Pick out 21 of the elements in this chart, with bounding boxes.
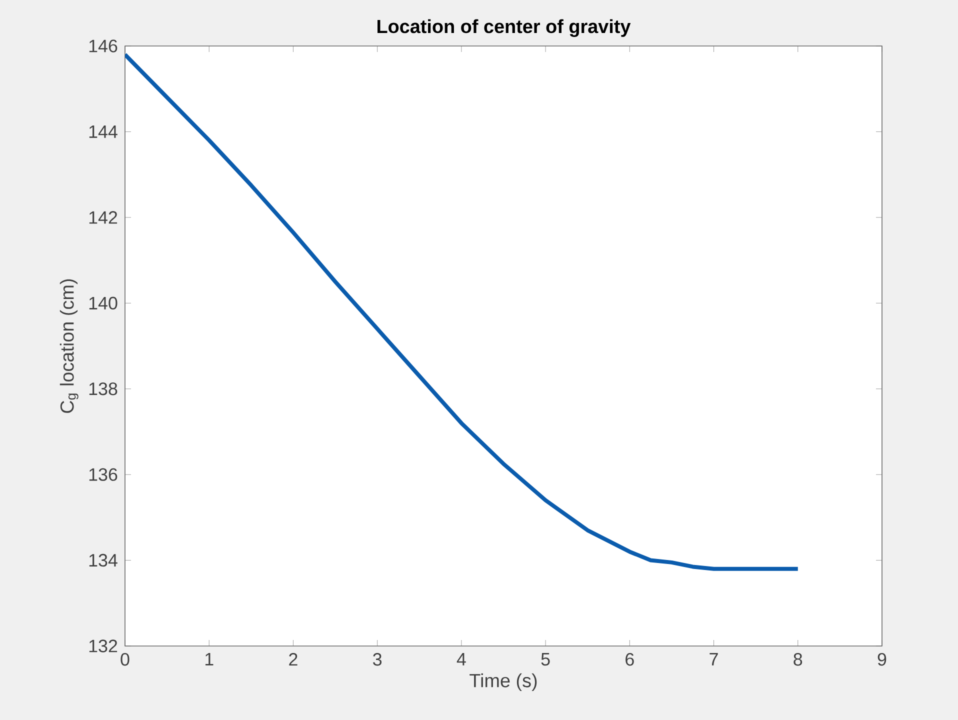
y-axis-title: C$_{g}$ location (cm) (60, 279, 78, 413)
x-tick-label: 6 (626, 653, 634, 666)
y-tick-label: 132 (89, 640, 118, 652)
chart-title: Location of center of gravity (378, 19, 631, 37)
x-tick-label: 8 (794, 653, 802, 666)
y-tick-label: 142 (89, 211, 118, 224)
y-tick-label: 146 (89, 40, 118, 52)
y-tick-label: 144 (89, 126, 118, 138)
x-tick-label: 7 (710, 653, 718, 666)
y-tick-label: 134 (89, 554, 118, 567)
x-tick-label: 1 (206, 653, 214, 666)
y-tick-label: 140 (89, 296, 118, 310)
x-tick-label: 0 (120, 653, 130, 666)
x-tick-label: 3 (373, 653, 382, 666)
y-tick-label: 136 (89, 468, 118, 481)
x-tick-label: 5 (541, 653, 550, 666)
x-tick-label: 2 (289, 653, 298, 666)
x-tick-label: 9 (878, 653, 886, 666)
x-tick-label: 4 (456, 653, 466, 666)
y-tick-label: 138 (89, 382, 118, 396)
x-axis-title: Time (s) (470, 673, 537, 692)
